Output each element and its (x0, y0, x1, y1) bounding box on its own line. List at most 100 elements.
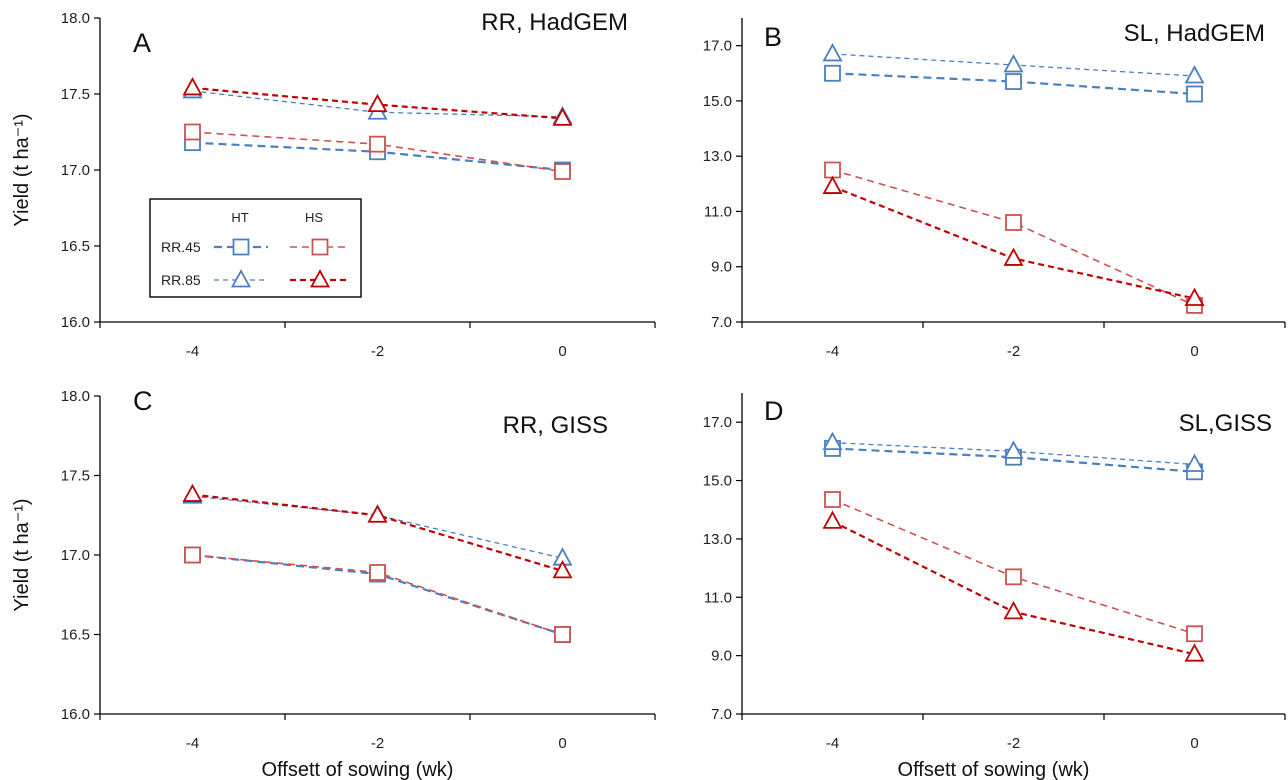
y-tick-label: 16.5 (61, 238, 90, 255)
data-point (1186, 625, 1203, 643)
y-tick-label: 17.0 (703, 414, 732, 431)
y-tick-label: 17.0 (703, 38, 732, 55)
legend-row-label: RR.85 (161, 272, 201, 288)
x-tick-label: -2 (371, 343, 384, 360)
series-line (832, 447, 1195, 473)
series-line (832, 185, 1195, 300)
series-line (192, 90, 563, 118)
x-tick-label: -4 (826, 735, 839, 752)
data-point (1003, 54, 1024, 73)
legend: HT HS RR.45 RR.85 (149, 198, 362, 298)
legend-marker (311, 238, 329, 256)
legend-marker (230, 269, 252, 288)
panel-title: RR, HadGEM (481, 9, 628, 36)
data-point (1186, 85, 1203, 103)
data-point (554, 163, 571, 180)
legend-col-header: HS (305, 210, 323, 225)
data-point (824, 64, 841, 82)
series-group (822, 431, 1205, 662)
y-tick-label: 17.0 (61, 547, 90, 564)
panel-letter: B (764, 22, 782, 52)
data-point (1005, 73, 1022, 90)
panel-title: SL,GISS (1179, 410, 1272, 437)
y-tick-label: 17.5 (61, 468, 90, 485)
panel-letter: A (133, 28, 151, 58)
data-point (367, 93, 388, 113)
y-tick-label: 17.0 (61, 162, 90, 179)
legend-row-label: RR.45 (161, 239, 201, 255)
chart-panel-a: 16.0 16.5 17.0 17.5 18.0 -4 -2 0 A RR, HadGEM Yiel… (11, 9, 656, 360)
y-tick-label: 13.0 (703, 531, 732, 548)
data-point (1184, 643, 1205, 662)
data-point (1184, 65, 1205, 84)
y-tick-label: 7.0 (711, 706, 732, 723)
data-point (184, 123, 201, 141)
chart-panel-d: 7.0 9.0 11.0 13.0 15.0 17.0 -4 -2 0 D SL,GISS Offse… (703, 393, 1286, 780)
legend-col-header: HT (231, 210, 248, 225)
x-tick-label: -2 (1007, 343, 1020, 360)
data-point (1005, 568, 1022, 586)
y-tick-label: 9.0 (711, 648, 732, 665)
y-tick-label: 16.5 (61, 627, 90, 644)
y-tick-label: 11.0 (704, 589, 732, 606)
series-line (832, 72, 1195, 96)
data-point (184, 546, 201, 564)
chart-panel-c: 16.0 16.5 17.0 17.5 18.0 -4 -2 0 C RR, GISS Yield … (11, 386, 656, 780)
series-group (182, 483, 573, 643)
panel-letter: D (764, 396, 784, 426)
x-tick-label: -2 (1007, 735, 1020, 752)
x-tick-label: 0 (558, 343, 566, 360)
series-group (822, 43, 1205, 314)
series-line (832, 169, 1195, 307)
data-point (1003, 247, 1024, 266)
series-line (192, 493, 563, 572)
y-tick-label: 11.0 (704, 203, 732, 220)
y-tick-label: 18.0 (61, 388, 90, 405)
data-point (1184, 453, 1205, 472)
data-point (552, 560, 573, 579)
data-point (552, 107, 573, 126)
x-tick-label: -2 (371, 735, 384, 752)
series-group (182, 77, 573, 180)
y-tick-label: 13.0 (703, 148, 732, 165)
x-axis-label: Offsett of sowing (wk) (898, 759, 1090, 780)
data-point (824, 491, 841, 508)
x-tick-label: 0 (1190, 735, 1198, 752)
y-tick-label: 16.0 (61, 706, 90, 723)
data-point (824, 161, 841, 179)
data-point (1003, 440, 1024, 459)
data-point (554, 626, 571, 643)
y-tick-label: 7.0 (711, 314, 732, 331)
y-axis-label: Yield (t ha⁻¹) (11, 498, 33, 611)
legend-marker (309, 269, 331, 288)
legend-marker (232, 238, 250, 256)
panel-title: RR, GISS (503, 412, 608, 439)
y-tick-label: 17.5 (61, 86, 90, 103)
data-point (1005, 214, 1022, 231)
x-tick-label: -4 (186, 343, 199, 360)
data-point (1003, 600, 1024, 620)
data-point (369, 135, 386, 153)
data-point (367, 504, 388, 523)
y-axis-label: Yield (t ha⁻¹) (11, 113, 33, 226)
data-point (822, 43, 843, 62)
x-axis-label: Offsett of sowing (wk) (262, 759, 454, 780)
y-tick-label: 16.0 (61, 314, 90, 331)
x-tick-label: 0 (1190, 343, 1198, 360)
chart-panel-b: 7.0 9.0 11.0 13.0 15.0 17.0 -4 -2 0 B SL, HadGEM (703, 18, 1286, 360)
y-tick-label: 18.0 (61, 10, 90, 27)
data-point (1184, 287, 1205, 306)
data-point (182, 77, 203, 96)
series-line (832, 520, 1195, 656)
y-tick-label: 15.0 (703, 473, 732, 490)
x-tick-label: -4 (186, 735, 199, 752)
data-point (182, 483, 203, 502)
y-tick-label: 9.0 (711, 259, 732, 276)
data-point (369, 564, 386, 581)
x-tick-label: 0 (558, 735, 566, 752)
data-point (822, 431, 843, 451)
data-point (822, 175, 843, 194)
panel-letter: C (133, 386, 153, 416)
y-tick-label: 15.0 (703, 93, 732, 110)
